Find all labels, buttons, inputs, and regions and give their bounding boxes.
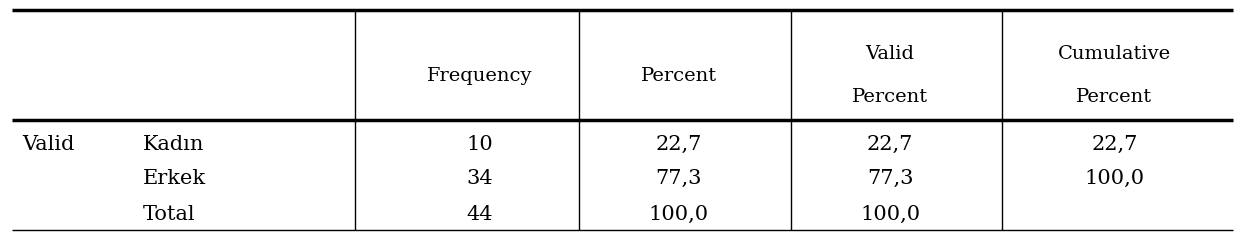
Text: Percent: Percent bbox=[852, 88, 929, 106]
Text: 77,3: 77,3 bbox=[655, 169, 702, 188]
Text: 22,7: 22,7 bbox=[1091, 134, 1138, 154]
Text: Erkek: Erkek bbox=[143, 169, 207, 188]
Text: Valid: Valid bbox=[865, 45, 915, 63]
Text: 10: 10 bbox=[466, 134, 493, 154]
Text: 100,0: 100,0 bbox=[1084, 169, 1144, 188]
Text: 100,0: 100,0 bbox=[860, 205, 920, 224]
Text: Cumulative: Cumulative bbox=[1058, 45, 1170, 63]
Text: 100,0: 100,0 bbox=[649, 205, 708, 224]
Text: 34: 34 bbox=[466, 169, 493, 188]
Text: 77,3: 77,3 bbox=[867, 169, 914, 188]
Text: Total: Total bbox=[143, 205, 195, 224]
Text: 22,7: 22,7 bbox=[867, 134, 914, 154]
Text: Percent: Percent bbox=[1076, 88, 1153, 106]
Text: Percent: Percent bbox=[640, 66, 717, 85]
Text: 22,7: 22,7 bbox=[655, 134, 702, 154]
Text: 44: 44 bbox=[466, 205, 493, 224]
Text: Frequency: Frequency bbox=[427, 66, 532, 85]
Text: Kadın: Kadın bbox=[143, 134, 204, 154]
Text: Valid: Valid bbox=[22, 134, 75, 154]
